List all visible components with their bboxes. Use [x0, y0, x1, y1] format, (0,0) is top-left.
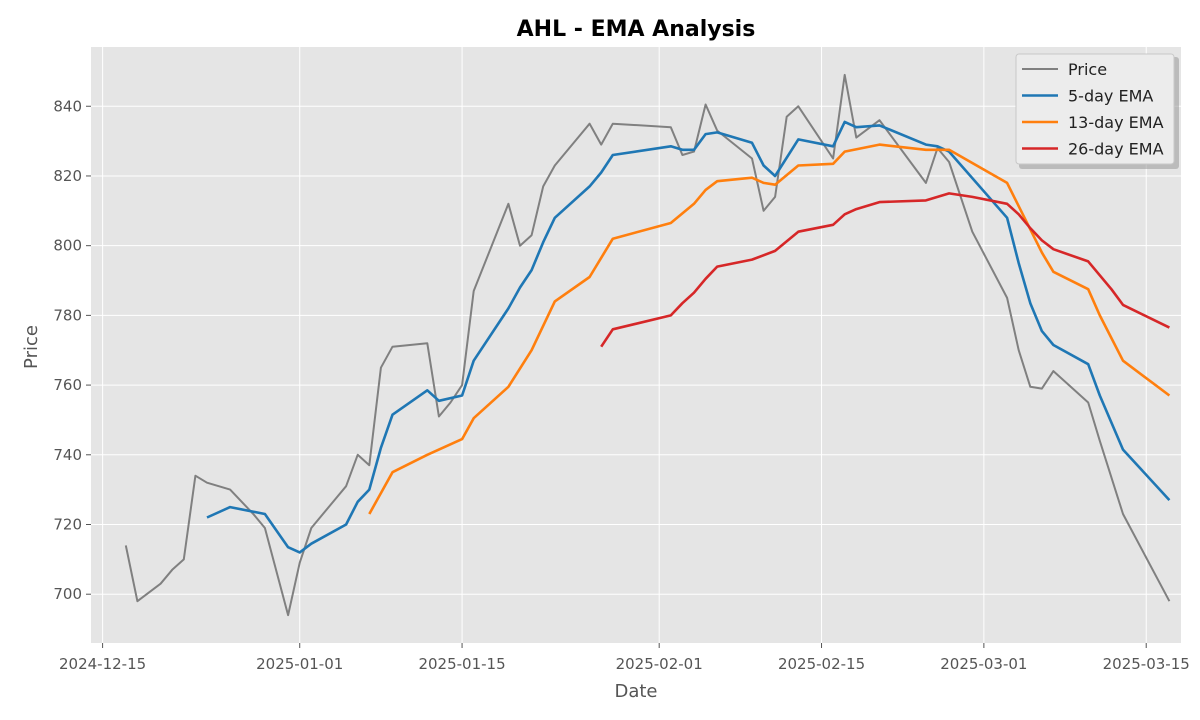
- x-tick-label: 2025-01-01: [256, 655, 343, 673]
- y-tick-label: 760: [53, 376, 82, 394]
- x-axis-label: Date: [614, 681, 657, 702]
- y-tick-label: 700: [53, 585, 82, 603]
- x-axis-ticks: 2024-12-15 2025-01-01 2025-01-15 2025-02-01…: [59, 643, 1190, 673]
- legend: Price 5-day EMA 13-day EMA 26-day EMA: [1015, 53, 1179, 169]
- y-tick-label: 800: [53, 237, 82, 255]
- x-tick-label: 2025-01-15: [418, 655, 505, 673]
- legend-box: [1015, 53, 1175, 165]
- series-line-5-day-ema: [206, 120, 1171, 554]
- legend-label-13-day-ema: 13-day EMA: [1068, 113, 1164, 132]
- y-tick-label: 720: [53, 515, 82, 533]
- legend-label-5-day-ema: 5-day EMA: [1068, 87, 1153, 106]
- y-tick-label: 740: [53, 446, 82, 464]
- y-tick-label: 820: [53, 167, 82, 185]
- x-tick-label: 2024-12-15: [59, 655, 146, 673]
- x-tick-label: 2025-03-15: [1103, 655, 1190, 673]
- y-axis-label: Price: [21, 325, 42, 369]
- series-line-26-day-ema: [600, 192, 1170, 348]
- x-tick-label: 2025-02-01: [616, 655, 703, 673]
- legend-items: Price 5-day EMA 13-day EMA 26-day EMA: [1022, 60, 1164, 159]
- gridlines: [91, 47, 1181, 643]
- series-line-13-day-ema: [368, 143, 1171, 515]
- x-tick-label: 2025-02-15: [778, 655, 865, 673]
- y-tick-label: 840: [53, 97, 82, 115]
- x-tick-label: 2025-03-01: [940, 655, 1027, 673]
- series-lines: [124, 73, 1171, 617]
- chart-title: AHL - EMA Analysis: [517, 17, 756, 42]
- legend-label-26-day-ema: 26-day EMA: [1068, 140, 1164, 159]
- y-axis-ticks: 700 720 740 760 780 800 820 840: [53, 97, 91, 603]
- y-tick-label: 780: [53, 306, 82, 324]
- series-line-price: [124, 73, 1171, 617]
- plot-area: [91, 47, 1181, 643]
- legend-label-price: Price: [1068, 60, 1107, 79]
